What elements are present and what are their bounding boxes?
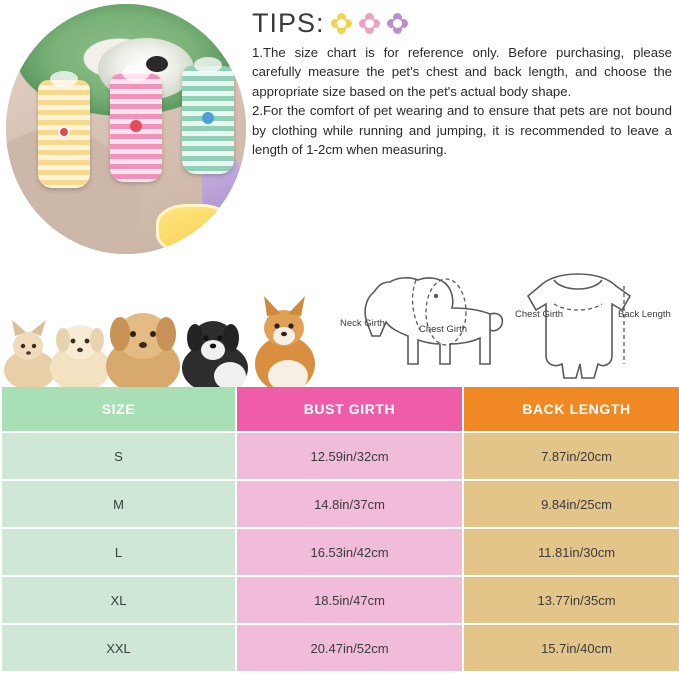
table-row: XXL 20.47in/52cm 15.7in/40cm	[2, 625, 679, 671]
table-header-row: SIZE BUST GIRTH BACK LENGTH	[2, 387, 679, 431]
cell-bust: 16.53in/42cm	[237, 529, 462, 575]
dog-black-white	[182, 321, 248, 393]
tips-paragraph-2: 2.For the comfort of pet wearing and to …	[252, 103, 672, 158]
cell-bust: 20.47in/52cm	[237, 625, 462, 671]
flower-icon-pink	[358, 12, 381, 35]
cell-back: 11.81in/30cm	[464, 529, 679, 575]
dog-photos	[0, 258, 330, 398]
cell-bust: 18.5in/47cm	[237, 577, 462, 623]
shirt-chest-girth-line	[553, 303, 603, 311]
product-photo	[6, 4, 246, 254]
dog-fluffy-brown	[106, 313, 180, 394]
yellow-prop	[156, 204, 232, 254]
shirt-neck	[50, 71, 78, 87]
dog-corgi	[255, 296, 315, 392]
cell-size: XXL	[2, 625, 235, 671]
header-back-length: BACK LENGTH	[464, 387, 679, 431]
dog-outline	[364, 277, 504, 365]
chest-girth-line	[425, 278, 467, 346]
label-back-length: Back Length	[618, 309, 671, 320]
label-neck-girth: Neck Girth	[340, 318, 385, 329]
label-chest-girth-shirt: Chest Girth	[515, 309, 564, 320]
table-row: L 16.53in/42cm 11.81in/30cm	[2, 529, 679, 575]
flower-icon-yellow	[330, 12, 353, 35]
dog-golden-retriever-puppy	[50, 325, 110, 392]
strawberry-patch-icon	[130, 120, 142, 132]
flower-icon-purple	[386, 12, 409, 35]
table-row: XL 18.5in/47cm 13.77in/35cm	[2, 577, 679, 623]
cell-size: S	[2, 433, 235, 479]
cell-back: 15.7in/40cm	[464, 625, 679, 671]
flower-patch-icon	[202, 112, 214, 124]
flower-patch-icon	[58, 126, 70, 138]
shirt-neck	[194, 57, 222, 73]
cell-back: 13.77in/35cm	[464, 577, 679, 623]
cell-bust: 14.8in/37cm	[237, 481, 462, 527]
size-chart-table: SIZE BUST GIRTH BACK LENGTH S 12.59in/32…	[0, 385, 679, 673]
label-chest-girth: Chest Girth	[419, 324, 468, 335]
cell-size: XL	[2, 577, 235, 623]
cell-back: 9.84in/25cm	[464, 481, 679, 527]
dog-chihuahua	[4, 320, 56, 390]
cell-bust: 12.59in/32cm	[237, 433, 462, 479]
cell-back: 7.87in/20cm	[464, 433, 679, 479]
middle-section: Neck Girth Chest Girth Chest Girth Back …	[0, 258, 679, 398]
header-size: SIZE	[2, 387, 235, 431]
dogs-illustration	[4, 296, 315, 394]
diagram-svg	[364, 273, 632, 379]
tips-block: TIPS: 1	[252, 8, 672, 159]
measurement-diagram: Neck Girth Chest Girth Chest Girth Back …	[340, 252, 679, 398]
header-bust-girth: BUST GIRTH	[237, 387, 462, 431]
green-striped-shirt	[182, 57, 234, 174]
table-row: S 12.59in/32cm 7.87in/20cm	[2, 433, 679, 479]
neck-girth-line	[411, 279, 421, 331]
shirt-outline	[526, 273, 632, 379]
tips-header: TIPS:	[252, 8, 672, 39]
cell-size: L	[2, 529, 235, 575]
top-section: TIPS: 1	[0, 0, 679, 258]
tips-body: 1.The size chart is for reference only. …	[252, 43, 672, 159]
cell-size: M	[2, 481, 235, 527]
yellow-striped-shirt	[38, 71, 90, 188]
pink-striped-shirt	[110, 65, 162, 182]
tips-title: TIPS:	[252, 8, 325, 38]
tips-paragraph-1: 1.The size chart is for reference only. …	[252, 45, 672, 99]
plush-toy-eye	[146, 56, 168, 72]
shirt-neck	[122, 65, 150, 81]
table-row: M 14.8in/37cm 9.84in/25cm	[2, 481, 679, 527]
